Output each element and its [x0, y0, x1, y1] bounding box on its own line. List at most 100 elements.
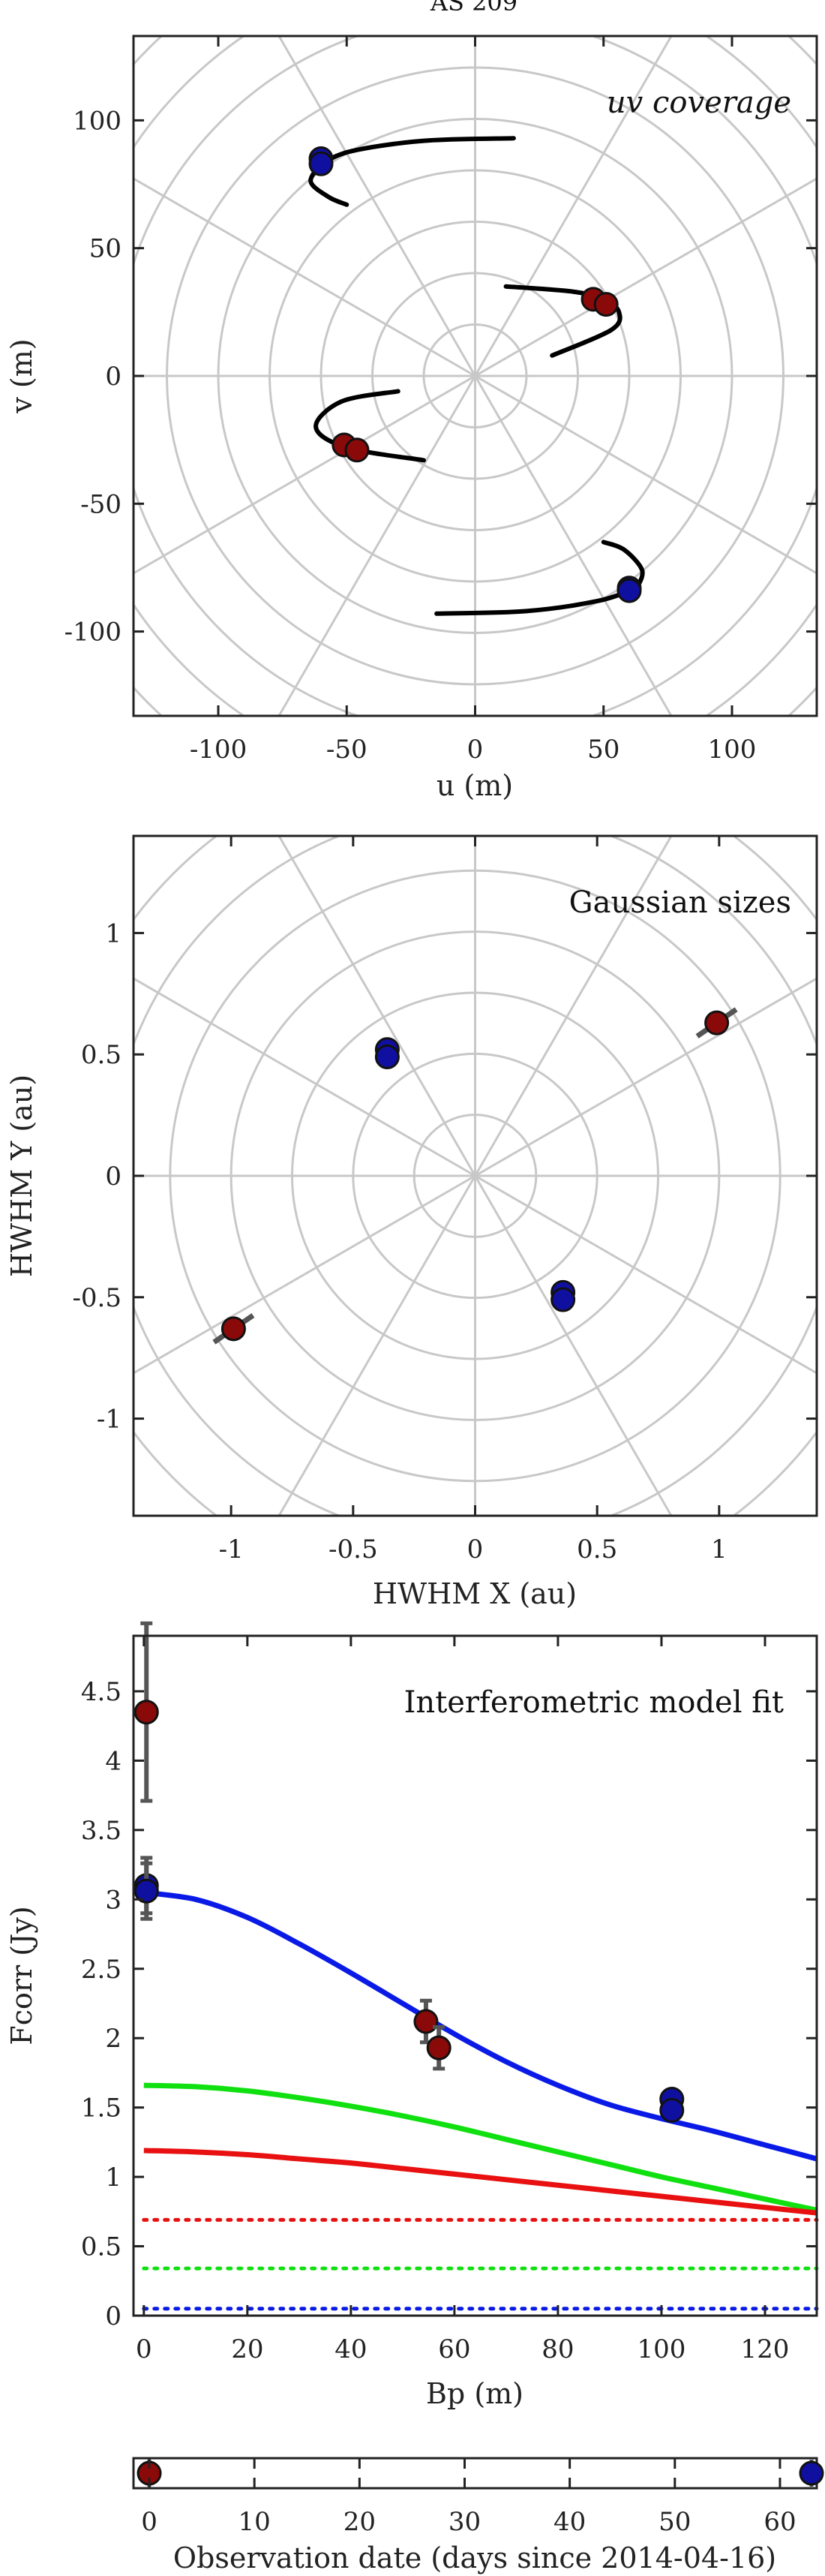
- size-point: [220, 1316, 246, 1342]
- x-tick-label: 0: [467, 1534, 484, 1565]
- x-tick-label: -0.5: [328, 1534, 378, 1565]
- model-plot-frame: [132, 1634, 818, 2317]
- x-tick-label: -100: [190, 735, 247, 765]
- y-tick-label: 0: [105, 362, 122, 392]
- y-tick-label: 1: [105, 918, 122, 948]
- uv-point: [593, 292, 619, 317]
- x-tick-label: 20: [231, 2334, 263, 2364]
- sizes-plot-title: Gaussian sizes: [569, 885, 791, 920]
- y-tick-label: -100: [64, 618, 122, 648]
- fit-point: [134, 1878, 159, 1904]
- x-tick-label: 0: [136, 2334, 152, 2364]
- date-x-axis-label: Observation date (days since 2014-04-16): [173, 2541, 776, 2574]
- y-tick-label: -50: [80, 489, 122, 519]
- uv-point: [344, 437, 370, 463]
- y-tick-label: 1.5: [81, 2094, 122, 2124]
- uv-points: [308, 146, 642, 603]
- y-tick-label: 3: [105, 1885, 122, 1915]
- y-tick-label: 2.5: [81, 1955, 122, 1985]
- x-tick-label: 60: [764, 2507, 796, 2537]
- page-title: AS 209: [430, 0, 518, 17]
- x-tick-label: 60: [438, 2334, 470, 2364]
- y-tick-label: 50: [89, 234, 122, 264]
- y-tick-label: 4: [105, 1746, 122, 1776]
- x-tick-label: 0.5: [577, 1534, 617, 1565]
- date-plot-frame: [132, 2457, 818, 2490]
- uv-polar-grid: [134, 36, 817, 716]
- model-curve: [143, 2082, 818, 2213]
- observation-date-panel: 0 10 20 30 40 50 60 Observation date (days sin…: [132, 2457, 824, 2574]
- sizes-x-ticks: -1 -0.5 0 0.5 1: [219, 836, 728, 1565]
- y-tick-label: -1: [97, 1405, 122, 1435]
- uv-track: [319, 136, 516, 167]
- model-fit-panel: 0 20 40 60 80 100 120 0 0.5 1 1.5 2 2.5 3 3.5 4 4.5 Int…: [5, 1621, 819, 2410]
- x-tick-label: -1: [219, 1534, 244, 1565]
- sizes-y-axis-label: HWHM Y (au): [5, 1075, 38, 1277]
- sizes-x-axis-label: HWHM X (au): [373, 1577, 577, 1610]
- uv-y-ticks: -100 -50 0 50 100: [64, 106, 817, 648]
- x-tick-label: 0: [467, 735, 484, 765]
- uv-track: [434, 585, 640, 616]
- grid-spoke: [278, 36, 673, 716]
- x-tick-label: 20: [344, 2507, 376, 2537]
- fit-point: [426, 2035, 452, 2060]
- grid-spoke: [278, 36, 673, 716]
- model-curves: [142, 1889, 819, 2311]
- fit-point: [659, 2097, 685, 2123]
- grid-spoke: [278, 836, 673, 1516]
- size-point: [374, 1044, 400, 1069]
- x-tick-label: 100: [708, 735, 757, 765]
- y-tick-label: 1: [105, 2163, 122, 2193]
- size-point: [704, 1010, 730, 1036]
- fit-point: [413, 2009, 439, 2034]
- x-tick-label: 100: [638, 2334, 686, 2364]
- uv-point: [616, 578, 642, 603]
- uv-track: [314, 389, 427, 463]
- date-points: [136, 2460, 824, 2487]
- model-curve: [143, 1889, 818, 2162]
- grid-spoke: [278, 836, 673, 1516]
- x-tick-label: 120: [741, 2334, 790, 2364]
- uv-point: [308, 151, 334, 176]
- sizes-points: [212, 1007, 738, 1345]
- model-x-axis-label: Bp (m): [426, 2377, 524, 2410]
- y-tick-label: 2: [105, 2024, 122, 2054]
- x-tick-label: 40: [554, 2507, 586, 2537]
- y-tick-label: 0: [105, 2301, 122, 2331]
- x-tick-label: 0: [141, 2507, 158, 2537]
- x-tick-label: 1: [711, 1534, 728, 1565]
- grid-spoke: [134, 177, 817, 575]
- fit-point: [134, 1700, 159, 1725]
- model-y-axis-label: Fcorr (Jy): [5, 1906, 38, 2045]
- x-tick-label: 50: [587, 735, 620, 765]
- uv-y-axis-label: v (m): [5, 338, 38, 413]
- grid-spoke: [134, 177, 817, 575]
- sizes-y-ticks: -1 -0.5 0 0.5 1: [72, 918, 817, 1435]
- uv-track: [601, 540, 645, 591]
- model-x-ticks: 0 20 40 60 80 100 120: [136, 1636, 789, 2364]
- uv-x-axis-label: u (m): [436, 769, 513, 802]
- model-y-ticks: 0 0.5 1 1.5 2 2.5 3 3.5 4 4.5: [81, 1677, 817, 2331]
- y-tick-label: 0.5: [81, 2232, 122, 2262]
- x-tick-label: -50: [326, 735, 368, 765]
- date-point: [799, 2460, 824, 2486]
- size-point: [550, 1287, 576, 1312]
- x-tick-label: 30: [448, 2507, 481, 2537]
- model-fit-points: [134, 1621, 685, 2123]
- x-tick-label: 80: [542, 2334, 574, 2364]
- uv-plot-title: uv coverage: [607, 86, 791, 120]
- date-x-ticks: 0 10 20 30 40 50 60: [141, 2458, 796, 2537]
- x-tick-label: 40: [334, 2334, 367, 2364]
- y-tick-label: 3.5: [81, 1816, 122, 1846]
- x-tick-label: 50: [658, 2507, 691, 2537]
- model-plot-title: Interferometric model fit: [404, 1685, 784, 1720]
- grid-spoke: [134, 977, 817, 1375]
- y-tick-label: 0: [105, 1162, 122, 1192]
- y-tick-label: 4.5: [81, 1677, 122, 1707]
- y-tick-label: 100: [73, 106, 122, 136]
